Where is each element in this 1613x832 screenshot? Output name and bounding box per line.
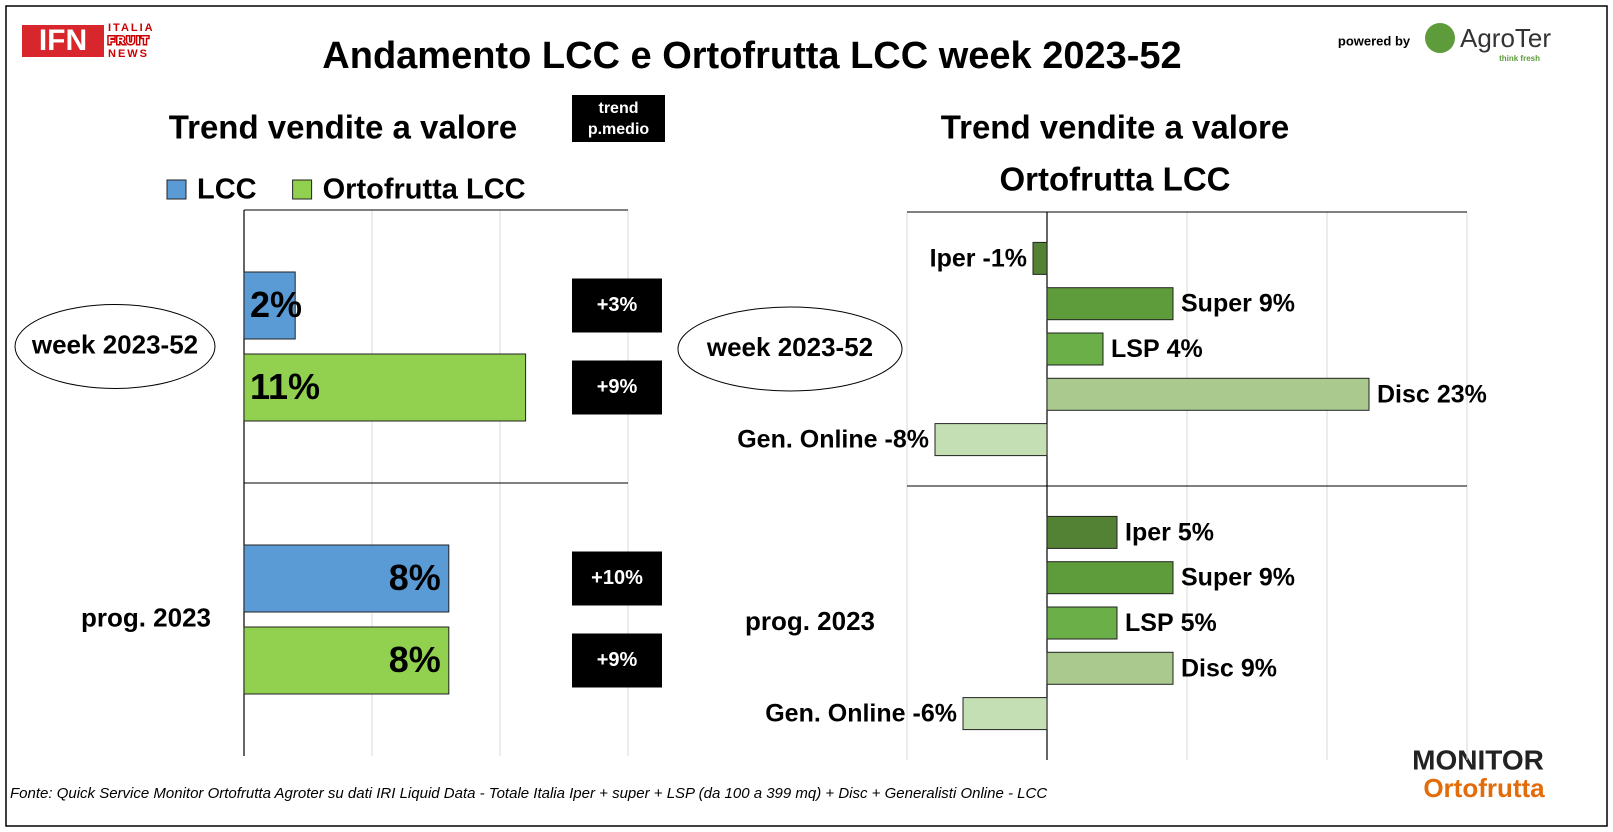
value-label: Disc 23% [1377, 380, 1487, 408]
series-name: Super [1181, 563, 1252, 591]
value-label: 11% [250, 366, 320, 407]
trend-box [572, 551, 662, 606]
bar [962, 697, 1048, 731]
logo-icon [1425, 23, 1455, 53]
legend-label: LCC [197, 174, 257, 206]
logo-bottom-sub: Ortofrutta [1423, 773, 1545, 803]
trend-label: +3% [597, 294, 638, 316]
bar [243, 271, 296, 340]
source-note: Fonte: Quick Service Monitor Ortofrutta … [10, 785, 1047, 802]
series-name: Super [1181, 289, 1252, 317]
trend-box [572, 633, 662, 688]
category-ellipse [677, 306, 903, 392]
logo-right: AgroTer [1460, 23, 1551, 53]
value-text: 5% [1178, 518, 1214, 546]
series-name: Disc [1377, 380, 1430, 408]
value-label: Iper 5% [1125, 518, 1214, 546]
trend-box [572, 360, 662, 415]
bar [934, 423, 1048, 457]
series-name: Gen. Online [765, 699, 905, 727]
bar [1046, 561, 1174, 595]
value-label: Iper -1% [930, 244, 1027, 272]
value-label: LSP 5% [1125, 609, 1217, 637]
value-label: 8% [389, 557, 441, 598]
chart-title: Trend vendite a valore [169, 109, 517, 146]
value-label: 2% [250, 284, 302, 325]
logo-left-sub: FRUIT [108, 35, 150, 47]
legend-swatch [292, 179, 313, 200]
powered-by: powered by [1338, 33, 1411, 48]
trend-box [572, 278, 662, 333]
logo-left-sub: ITALIA [108, 22, 155, 34]
value-label: 8% [389, 639, 441, 680]
series-name: Disc [1181, 654, 1234, 682]
category-label: week 2023-52 [706, 332, 873, 362]
series-name: LSP [1125, 609, 1174, 637]
value-text: 9% [1259, 563, 1295, 591]
value-text: -6% [913, 699, 957, 727]
value-text: 23% [1437, 380, 1487, 408]
category-ellipse [14, 304, 216, 389]
category-label: prog. 2023 [81, 602, 211, 632]
value-text: -1% [983, 244, 1027, 272]
series-name: LSP [1111, 335, 1160, 363]
bar [1046, 515, 1118, 549]
series-name: Gen. Online [737, 425, 877, 453]
logo-left-sub: NEWS [108, 48, 149, 60]
value-label: Gen. Online -8% [737, 425, 929, 453]
value-text: 5% [1181, 609, 1217, 637]
logo-left: IFN [39, 24, 87, 57]
value-text: 4% [1167, 335, 1203, 363]
bar [1046, 377, 1370, 411]
value-text: 9% [1241, 654, 1277, 682]
bar [243, 353, 527, 422]
value-text: 9% [1259, 289, 1295, 317]
trend-label: +9% [597, 649, 638, 671]
value-text: -8% [885, 425, 929, 453]
value-label: Disc 9% [1181, 654, 1277, 682]
bar [1046, 332, 1104, 366]
category-label: week 2023-52 [31, 329, 198, 359]
value-label: Super 9% [1181, 289, 1295, 317]
logo-bottom: MONITOR [1412, 744, 1544, 775]
chart-title: Ortofrutta LCC [1000, 161, 1231, 198]
bar [243, 544, 450, 613]
bar [243, 626, 450, 695]
legend-swatch [166, 179, 187, 200]
logo-box [22, 25, 104, 57]
bar [1046, 651, 1174, 685]
series-name: Iper [1125, 518, 1171, 546]
logo-right-sub: think fresh [1499, 54, 1540, 63]
trend-title-box: trend p.medio [572, 95, 665, 142]
category-label: prog. 2023 [745, 606, 875, 636]
value-label: Gen. Online -6% [765, 699, 957, 727]
bar [1046, 287, 1174, 321]
page-border [5, 5, 1608, 827]
bar [1046, 606, 1118, 640]
bar [1032, 241, 1048, 275]
trend-label: +10% [591, 567, 643, 589]
trend-title: trend p.medio [587, 99, 650, 138]
chart-title: Trend vendite a valore [941, 109, 1289, 146]
value-label: Super 9% [1181, 563, 1295, 591]
page-title: Andamento LCC e Ortofrutta LCC week 2023… [322, 35, 1181, 77]
trend-label: +9% [597, 376, 638, 398]
legend-label: Ortofrutta LCC [323, 174, 526, 206]
value-label: LSP 4% [1111, 335, 1203, 363]
series-name: Iper [930, 244, 976, 272]
